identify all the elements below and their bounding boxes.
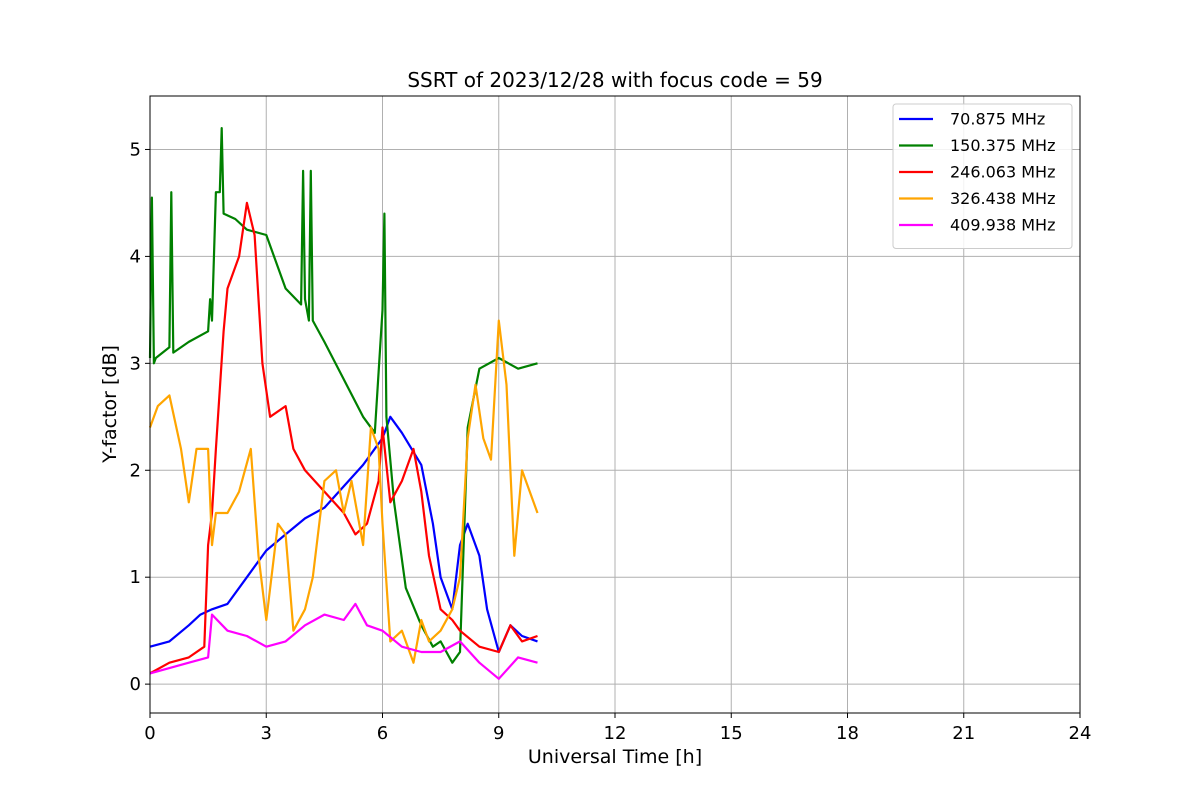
y-axis: 0 1 2 3 4 5 (130, 139, 150, 695)
series-line-4 (149, 602, 538, 680)
legend: 70.875 MHz 150.375 MHz 246.063 MHz 326.438 … (892, 103, 1073, 249)
x-tick-label: 3 (261, 723, 272, 744)
y-tick-label: 1 (130, 567, 141, 588)
x-tick-label: 6 (377, 723, 388, 744)
series-line-3 (148, 319, 539, 664)
x-axis: 0 3 6 9 12 15 18 21 24 (144, 713, 1091, 744)
x-tick-label: 21 (952, 723, 975, 744)
y-tick-label: 0 (130, 674, 141, 695)
legend-box (892, 103, 1073, 249)
legend-label: 326.438 MHz (950, 189, 1055, 208)
x-tick-label: 24 (1069, 723, 1092, 744)
x-tick-label: 9 (493, 723, 504, 744)
plot-area (148, 127, 539, 680)
y-tick-label: 4 (130, 246, 141, 267)
x-tick-label: 0 (144, 723, 155, 744)
x-tick-label: 12 (604, 723, 627, 744)
y-tick-label: 3 (130, 353, 141, 374)
x-axis-title: Universal Time [h] (528, 746, 702, 768)
chart-title: SSRT of 2023/12/28 with focus code = 59 (407, 68, 822, 92)
y-axis-title: Y-factor [dB] (99, 345, 121, 464)
y-tick-label: 2 (130, 460, 141, 481)
x-tick-label: 15 (720, 723, 743, 744)
series-line-2 (149, 201, 538, 675)
legend-label: 70.875 MHz (950, 110, 1045, 129)
legend-label: 246.063 MHz (950, 163, 1055, 182)
legend-label: 409.938 MHz (950, 216, 1055, 235)
y-tick-label: 5 (130, 139, 141, 160)
x-tick-label: 18 (836, 723, 859, 744)
legend-label: 150.375 MHz (950, 136, 1055, 155)
series-line-1 (148, 127, 538, 664)
